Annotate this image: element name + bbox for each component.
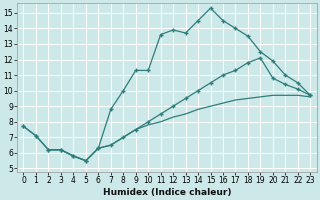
X-axis label: Humidex (Indice chaleur): Humidex (Indice chaleur)	[103, 188, 231, 197]
